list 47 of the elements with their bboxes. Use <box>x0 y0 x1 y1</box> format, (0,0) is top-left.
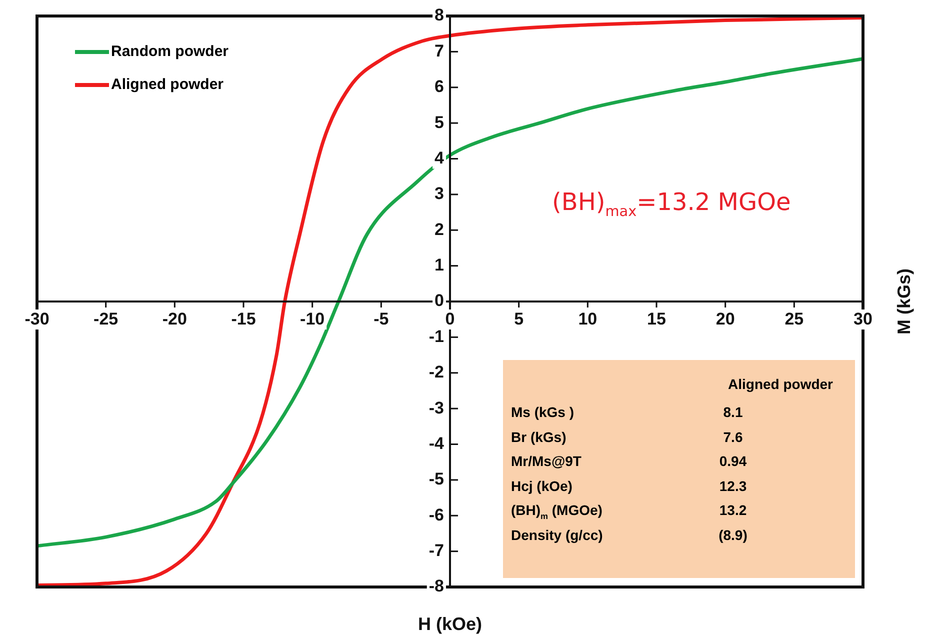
annotation: (8.9) <box>718 526 748 542</box>
x-tick-label: -10 <box>300 310 325 329</box>
annotation: (BH)$_{m}$ (MGOe) <box>511 502 604 521</box>
y-tick-label: 2 <box>434 220 444 239</box>
annotation: Aligned powder <box>728 376 833 392</box>
annotation: Density (g/cc) <box>511 526 604 542</box>
y-tick-label: 5 <box>434 112 444 132</box>
annotation: Mr/Ms@9T <box>511 453 582 469</box>
x-tick-label: 20 <box>716 310 735 329</box>
x-tick-label: 10 <box>578 310 598 329</box>
annotation: 7.6 <box>722 428 744 444</box>
legend-label: Random powder <box>111 43 229 60</box>
y-tick-label: -3 <box>428 398 444 418</box>
annotation: 8.1 <box>722 404 744 420</box>
y-axis-title: M (kGs) <box>894 268 914 335</box>
x-tick-label: 5 <box>514 310 524 329</box>
x-tick-label: 30 <box>854 310 872 329</box>
x-tick-label: -25 <box>94 310 118 329</box>
legend-label: Aligned powder <box>111 76 224 93</box>
x-tick-label: 15 <box>647 310 666 329</box>
x-tick-label: -20 <box>162 310 187 329</box>
y-tick-label: -2 <box>428 362 444 382</box>
y-tick-label: 8 <box>434 6 444 25</box>
annotation: (BH)$_{max}$=13.2 MGOe <box>552 188 791 220</box>
annotation: 12.3 <box>718 478 748 494</box>
y-tick-label: 6 <box>434 77 444 96</box>
y-tick-label: 3 <box>434 184 444 204</box>
y-tick-label: -4 <box>428 434 445 453</box>
y-tick-label: 1 <box>434 256 444 274</box>
y-tick-label: -8 <box>428 576 444 596</box>
y-tick-label: 7 <box>434 41 444 60</box>
y-tick-label: -6 <box>428 505 444 524</box>
annotation: Hcj (kOe) <box>511 478 574 494</box>
y-tick-label: -7 <box>428 541 444 560</box>
x-axis-title: H (kOe) <box>418 614 482 634</box>
annotation: Br (kGs) <box>511 428 568 444</box>
y-tick-label: -1 <box>428 326 444 346</box>
annotation: 13.2 <box>718 502 748 520</box>
x-tick-label: -30 <box>24 310 50 329</box>
x-tick-label: 25 <box>784 310 804 329</box>
x-tick-label: -15 <box>231 310 256 329</box>
y-tick-label: -5 <box>428 470 444 489</box>
y-tick-label: 4 <box>434 148 445 168</box>
y-tick-label: 0 <box>434 291 444 310</box>
annotation: Ms (kGs ) <box>511 404 576 420</box>
x-tick-label: -5 <box>374 310 389 329</box>
annotation: 0.94 <box>718 453 748 469</box>
